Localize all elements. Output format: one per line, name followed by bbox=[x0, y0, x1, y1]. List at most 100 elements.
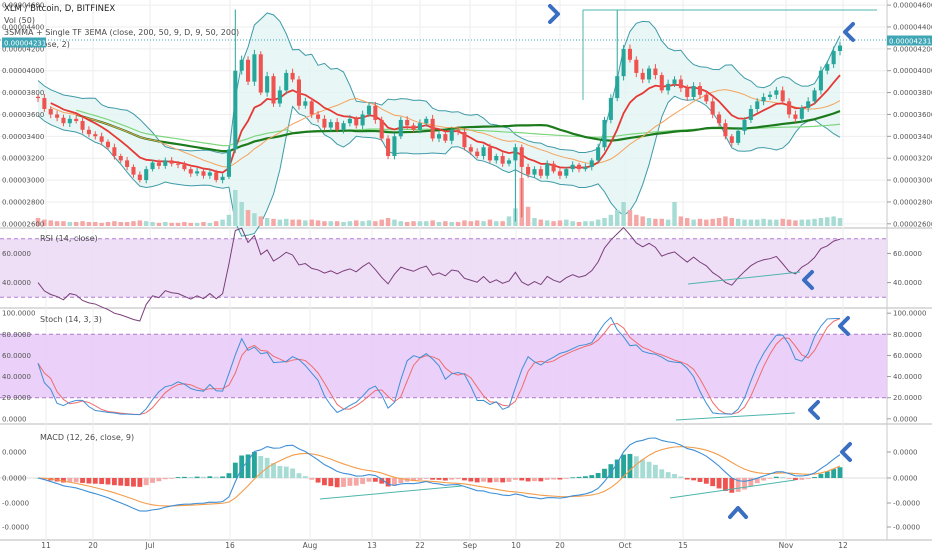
candle-body bbox=[42, 98, 47, 109]
candle-body bbox=[411, 125, 416, 130]
price-badge-right bbox=[887, 35, 932, 46]
candle-body bbox=[360, 114, 365, 126]
macd-histogram-bar bbox=[500, 478, 506, 483]
candle-body bbox=[405, 119, 410, 126]
stoch-indicator bbox=[0, 316, 887, 421]
candle-body bbox=[61, 117, 66, 124]
macd-histogram-bar bbox=[481, 478, 486, 482]
volume-bar bbox=[455, 222, 461, 226]
volume-bar bbox=[481, 221, 486, 226]
candle-body bbox=[220, 176, 225, 181]
volume-bar bbox=[767, 219, 773, 226]
volume-bar bbox=[557, 220, 563, 226]
candle-body bbox=[436, 134, 442, 139]
volume-bar bbox=[551, 221, 556, 226]
candle-body bbox=[233, 70, 238, 150]
macd-histogram-bar bbox=[328, 478, 334, 487]
candle-body bbox=[258, 54, 263, 93]
macd-histogram-bar bbox=[61, 478, 66, 483]
volume-legend: Vol (50) bbox=[4, 16, 35, 25]
candle-body bbox=[570, 164, 575, 170]
macd-histogram-bar bbox=[118, 478, 124, 486]
macd-histogram-bar bbox=[258, 455, 264, 478]
volume-bar bbox=[818, 218, 824, 226]
candle-body bbox=[634, 59, 639, 73]
candle-body bbox=[748, 108, 753, 120]
time-tick-label: Oct bbox=[619, 541, 632, 550]
candle-body bbox=[265, 76, 270, 93]
price-tick-label-left: 0.00004400 bbox=[2, 23, 44, 31]
volume-bar bbox=[290, 219, 295, 226]
macd-histogram-bar bbox=[436, 478, 442, 480]
candle-body bbox=[424, 118, 429, 124]
candle-body bbox=[678, 79, 683, 89]
candle-body bbox=[729, 136, 734, 143]
macd-tick-label-left: -0.0000 bbox=[2, 500, 29, 508]
macd-histogram-bar bbox=[697, 478, 703, 482]
chevron-left-icon bbox=[808, 400, 820, 420]
volume-bars bbox=[35, 178, 843, 226]
volume-bar bbox=[532, 218, 537, 226]
macd-histogram-bar bbox=[322, 478, 327, 486]
macd-line bbox=[37, 437, 841, 512]
price-tick-label: 0.00002800 bbox=[893, 198, 932, 206]
macd-tick-label: -0.0000 bbox=[893, 524, 920, 532]
time-tick-label: 10 bbox=[511, 541, 521, 550]
time-tick-label: Aug bbox=[303, 541, 318, 550]
macd-histogram-bar bbox=[710, 478, 716, 487]
macd-histogram-bar bbox=[379, 478, 385, 484]
candle-body bbox=[767, 94, 773, 97]
macd-histogram-bar bbox=[105, 478, 111, 485]
volume-bar bbox=[80, 221, 85, 226]
macd-histogram-bar bbox=[621, 454, 627, 478]
macd-histogram-bar bbox=[519, 478, 525, 481]
volume-bar bbox=[544, 220, 550, 226]
time-tick-label: Jul bbox=[144, 541, 154, 550]
candle-body bbox=[328, 122, 333, 128]
rsi-indicator bbox=[0, 226, 887, 322]
volume-bar bbox=[143, 221, 149, 226]
volume-bar bbox=[640, 216, 645, 226]
macd-histogram-bar bbox=[423, 478, 429, 479]
volume-bar bbox=[213, 221, 219, 226]
volume-bar bbox=[163, 222, 168, 226]
macd-histogram-bar bbox=[283, 466, 289, 478]
price-tick-label-left: 0.00004200 bbox=[2, 45, 44, 53]
candlesticks bbox=[35, 9, 843, 222]
candle-body bbox=[137, 174, 142, 181]
macd-histogram-bar bbox=[455, 478, 461, 480]
stoch-tick-label-left: 60.0000 bbox=[2, 352, 31, 360]
candle-body bbox=[596, 147, 601, 161]
macd-tick-label-left: 0.0000 bbox=[2, 475, 27, 483]
volume-bar bbox=[500, 221, 505, 226]
chevron-left-icon bbox=[840, 442, 852, 462]
volume-bar bbox=[627, 210, 633, 226]
candle-body bbox=[207, 172, 212, 176]
macd-histogram-bar bbox=[302, 476, 308, 478]
candle-body bbox=[564, 169, 569, 176]
volume-bar bbox=[780, 218, 785, 226]
stoch-legend: Stoch (14, 3, 3) bbox=[40, 315, 102, 324]
macd-histogram-bar bbox=[442, 478, 448, 481]
candle-body bbox=[685, 88, 690, 97]
volume-bar bbox=[665, 219, 671, 226]
macd-histogram-bar bbox=[659, 469, 665, 478]
candle-body bbox=[621, 48, 626, 77]
stoch-trend-line bbox=[675, 412, 796, 421]
price-badge-left bbox=[2, 37, 46, 48]
time-tick-label: 11 bbox=[41, 541, 51, 550]
volume-bar bbox=[360, 221, 365, 226]
price-tick-label-left: 0.00003600 bbox=[2, 111, 44, 119]
candle-body bbox=[93, 134, 98, 137]
volume-bar bbox=[468, 221, 474, 226]
volume-bar bbox=[424, 221, 429, 226]
macd-histogram-bar bbox=[729, 478, 735, 493]
macd-tick-label: 0.0000 bbox=[893, 475, 918, 483]
candle-body bbox=[761, 96, 766, 102]
volume-bar bbox=[697, 218, 703, 226]
volume-bar bbox=[825, 217, 830, 226]
volume-bar bbox=[837, 218, 843, 226]
volume-bar bbox=[634, 214, 639, 226]
price-badge: 0.00004231 0.00004231 bbox=[2, 35, 932, 48]
